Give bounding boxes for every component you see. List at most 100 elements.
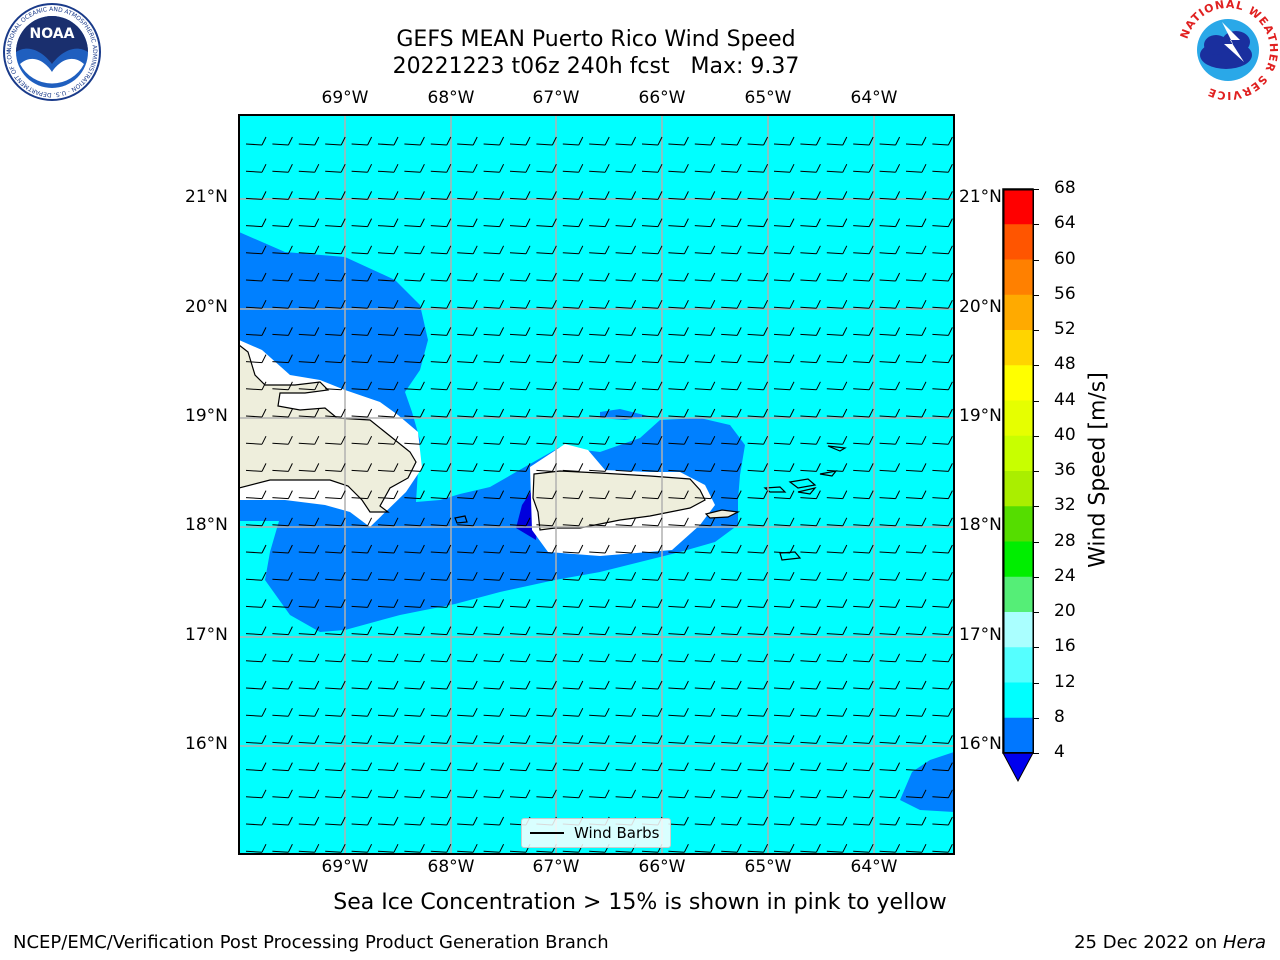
wind-barb xyxy=(773,680,795,690)
lat-label-left: 21°N xyxy=(185,187,228,207)
lon-label-bottom: 67°W xyxy=(532,857,580,877)
wind-barb xyxy=(483,136,505,146)
wind-barb xyxy=(668,517,689,527)
wind-barb xyxy=(351,490,373,500)
colorbar-segment xyxy=(1003,471,1034,507)
wind-barb xyxy=(853,490,874,500)
colorbar-extend-arrow xyxy=(1002,752,1034,783)
wind-barb xyxy=(905,218,927,228)
wind-barb xyxy=(298,653,320,663)
wind-barb xyxy=(773,463,795,472)
wind-barb xyxy=(430,435,452,445)
wind-barb xyxy=(747,245,769,255)
wind-barb xyxy=(325,136,346,146)
wind-barb xyxy=(430,381,452,391)
wind-barb xyxy=(377,381,399,391)
wind-barb xyxy=(721,816,742,826)
wind-barb xyxy=(536,136,557,146)
wind-barb xyxy=(853,218,874,228)
wind-barb xyxy=(351,680,373,690)
wind-barb xyxy=(853,544,874,554)
wind-barb xyxy=(377,571,399,581)
wind-barb xyxy=(483,299,505,309)
wind-barb xyxy=(483,408,505,418)
wind-barb xyxy=(932,136,953,146)
wind-barb xyxy=(721,191,742,200)
wind-barb xyxy=(562,245,584,255)
wind-barb xyxy=(747,463,769,472)
wind-barb xyxy=(721,571,742,581)
lat-label-left: 16°N xyxy=(185,734,228,754)
wind-barb xyxy=(800,408,821,418)
wind-barb xyxy=(245,327,267,336)
wind-barb xyxy=(932,272,953,282)
wind-barb xyxy=(483,354,505,364)
wind-barb xyxy=(589,463,610,472)
wind-barb xyxy=(325,762,346,772)
wind-barb xyxy=(377,272,399,282)
wind-barb xyxy=(351,843,373,853)
wind-barb xyxy=(509,354,531,364)
colorbar-segment xyxy=(1003,647,1034,683)
wind-barb xyxy=(509,463,531,472)
wind-barb xyxy=(615,435,637,445)
wind-barb xyxy=(826,218,848,228)
lat-label-left: 20°N xyxy=(185,297,228,317)
wind-barb xyxy=(853,517,874,527)
wind-barb xyxy=(879,272,901,282)
wind-barb xyxy=(694,843,716,853)
wind-barb xyxy=(272,245,293,255)
wind-barb xyxy=(404,408,425,418)
wind-barb xyxy=(562,381,584,391)
wind-barb xyxy=(615,463,637,472)
wind-barb xyxy=(245,571,267,581)
wind-barb xyxy=(641,490,663,500)
wind-barb xyxy=(747,599,769,608)
wind-barb xyxy=(694,435,716,445)
wind-barb xyxy=(853,245,874,255)
wind-barb xyxy=(853,408,874,418)
wind-barb xyxy=(562,735,584,744)
wind-barb xyxy=(272,571,293,581)
wind-barb xyxy=(298,191,320,200)
hispaniola-land xyxy=(239,344,417,513)
wind-barb xyxy=(721,707,742,717)
wind-barb xyxy=(509,544,531,554)
footer-date-text: 25 Dec 2022 on xyxy=(1074,932,1223,953)
colorbar-tick-mark xyxy=(1033,330,1039,331)
wind-barb xyxy=(721,245,742,255)
wind-barb xyxy=(853,735,874,744)
wind-barb xyxy=(853,789,874,799)
wind-barb xyxy=(457,680,478,690)
wind-barb xyxy=(404,626,425,636)
wind-barb xyxy=(668,435,689,445)
wind-barb xyxy=(773,136,795,146)
wind-barb xyxy=(430,327,452,336)
wind-barb xyxy=(668,789,689,799)
wind-barb xyxy=(298,571,320,581)
wind-barb xyxy=(377,435,399,445)
wind-barb xyxy=(800,626,821,636)
wind-barb xyxy=(668,653,689,663)
wind-barb xyxy=(747,354,769,364)
wind-barb xyxy=(483,544,505,554)
wind-barb xyxy=(457,354,478,364)
wind-barb xyxy=(615,381,637,391)
wind-barb xyxy=(325,245,346,255)
wind-barb xyxy=(932,762,953,772)
wind-barb xyxy=(298,816,320,826)
wind-barb xyxy=(773,354,795,364)
wind-barb xyxy=(272,463,293,472)
wind-barb xyxy=(721,272,742,282)
wind-barb xyxy=(747,571,769,581)
lat-label-right: 16°N xyxy=(959,734,1002,754)
wind-barb xyxy=(905,571,927,581)
wind-barb xyxy=(457,327,478,336)
wind-barb xyxy=(536,435,557,445)
wind-barb xyxy=(245,272,267,282)
colorbar-tick-mark xyxy=(1033,435,1039,437)
wind-barb xyxy=(272,408,293,418)
wind-barb xyxy=(377,163,399,173)
wind-barb xyxy=(430,571,452,581)
wind-barb xyxy=(509,653,531,663)
